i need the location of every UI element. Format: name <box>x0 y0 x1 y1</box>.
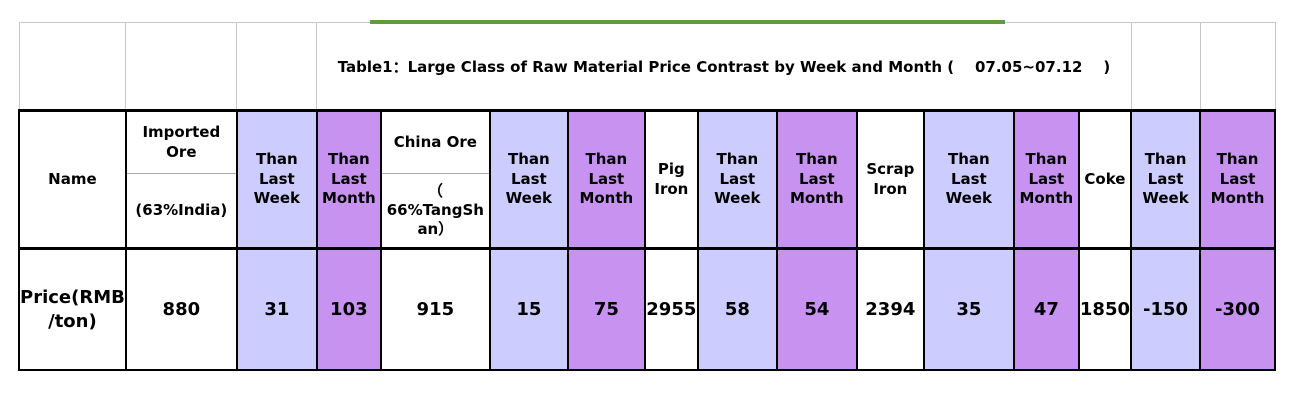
price-scrap-iron: 2394 <box>855 247 925 371</box>
delta-month-china-ore: 75 <box>566 247 646 371</box>
price-china-ore: 915 <box>379 247 491 371</box>
header-than-week-scrap-iron: Than Last Week <box>922 109 1015 250</box>
price-row: Price(RMB /ton) 880 31 103 915 15 75 295… <box>18 247 1277 371</box>
title-row: Table1：Large Class of Raw Material Price… <box>18 22 1276 111</box>
header-than-month-coke: Than Last Month <box>1199 109 1277 250</box>
header-than-month-imported-ore: Than Last Month <box>315 109 382 250</box>
header-name: Name <box>18 109 127 250</box>
price-coke: 1850 <box>1077 247 1133 371</box>
header-row: Name Imported Ore Than Last Week Than La… <box>18 109 1277 250</box>
header-imported-ore: Imported Ore <box>124 109 238 174</box>
subheader-china-ore-grade: （ 66%TangSh an） <box>379 173 491 250</box>
row-label-price: Price(RMB /ton) <box>18 247 127 371</box>
green-accent-line <box>370 20 1005 24</box>
delta-week-imported-ore: 31 <box>235 247 318 371</box>
delta-week-pig-iron: 58 <box>696 247 778 371</box>
header-than-week-imported-ore: Than Last Week <box>235 109 318 250</box>
header-than-week-china-ore: Than Last Week <box>488 109 569 250</box>
table-title: Table1：Large Class of Raw Material Price… <box>337 57 1111 76</box>
header-than-month-scrap-iron: Than Last Month <box>1012 109 1080 250</box>
header-than-month-china-ore: Than Last Month <box>566 109 646 250</box>
price-imported-ore: 880 <box>124 247 238 371</box>
header-scrap-iron: Scrap Iron <box>855 109 925 250</box>
delta-month-scrap-iron: 47 <box>1012 247 1080 371</box>
empty-cell <box>18 22 127 111</box>
header-than-week-pig-iron: Than Last Week <box>696 109 778 250</box>
price-pig-iron: 2955 <box>643 247 699 371</box>
delta-week-coke: -150 <box>1130 247 1202 371</box>
price-contrast-table: Table1：Large Class of Raw Material Price… <box>18 22 1277 371</box>
empty-cell <box>1199 22 1276 111</box>
delta-week-scrap-iron: 35 <box>922 247 1015 371</box>
header-coke: Coke <box>1077 109 1133 250</box>
header-pig-iron: Pig Iron <box>643 109 699 250</box>
subheader-imported-ore-grade: (63%India) <box>124 173 238 250</box>
header-than-week-coke: Than Last Week <box>1130 109 1202 250</box>
empty-cell <box>125 22 238 111</box>
delta-month-imported-ore: 103 <box>315 247 382 371</box>
delta-month-coke: -300 <box>1199 247 1277 371</box>
title-cell: Table1：Large Class of Raw Material Price… <box>316 22 1132 111</box>
delta-week-china-ore: 15 <box>488 247 569 371</box>
subheader-row: (63%India) （ 66%TangSh an） <box>19 173 1275 250</box>
header-china-ore: China Ore <box>379 109 491 174</box>
header-than-month-pig-iron: Than Last Month <box>775 109 858 250</box>
empty-cell <box>1130 22 1201 111</box>
empty-cell <box>236 22 318 111</box>
delta-month-pig-iron: 54 <box>775 247 858 371</box>
